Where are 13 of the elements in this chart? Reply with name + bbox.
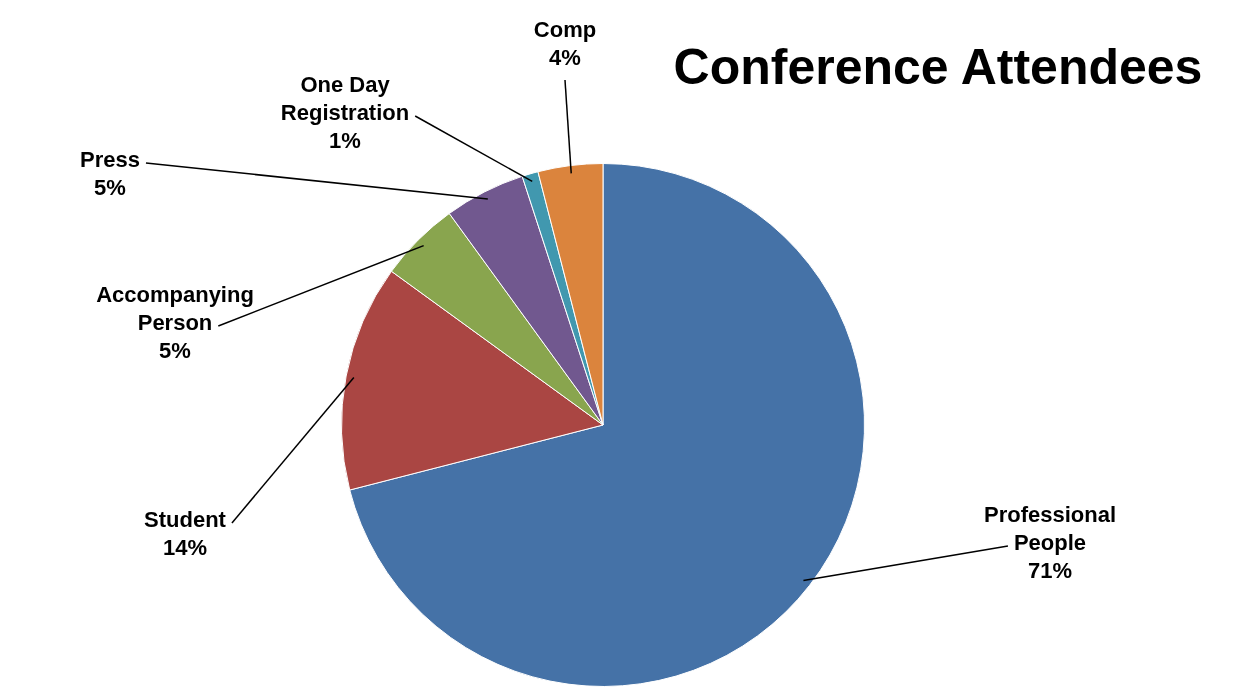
slice-label: One Day Registration <box>280 72 410 126</box>
data-label: 5% <box>159 338 191 364</box>
chart-title: Conference Attendees <box>672 38 1204 96</box>
data-label: 71% <box>1027 558 1073 584</box>
data-label: 14% <box>162 535 208 561</box>
data-label: 4% <box>549 45 581 71</box>
slice-label: Press <box>80 147 140 173</box>
data-label: 5% <box>94 175 126 201</box>
slice-label: Comp <box>533 17 597 43</box>
slice-label: Professional People <box>983 502 1117 556</box>
slice-label: Accompanying Person <box>96 282 254 336</box>
data-label: 1% <box>329 128 361 154</box>
slice-label: Student <box>144 507 227 533</box>
